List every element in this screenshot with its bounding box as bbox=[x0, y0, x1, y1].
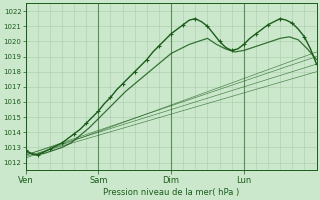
X-axis label: Pression niveau de la mer( hPa ): Pression niveau de la mer( hPa ) bbox=[103, 188, 239, 197]
